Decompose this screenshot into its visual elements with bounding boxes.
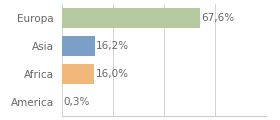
Bar: [62, 36, 95, 56]
Text: 67,6%: 67,6%: [201, 13, 234, 23]
Bar: [62, 64, 94, 84]
Text: 0,3%: 0,3%: [63, 97, 90, 107]
Text: 16,0%: 16,0%: [95, 69, 128, 79]
Bar: [62, 8, 200, 28]
Text: 16,2%: 16,2%: [96, 41, 129, 51]
